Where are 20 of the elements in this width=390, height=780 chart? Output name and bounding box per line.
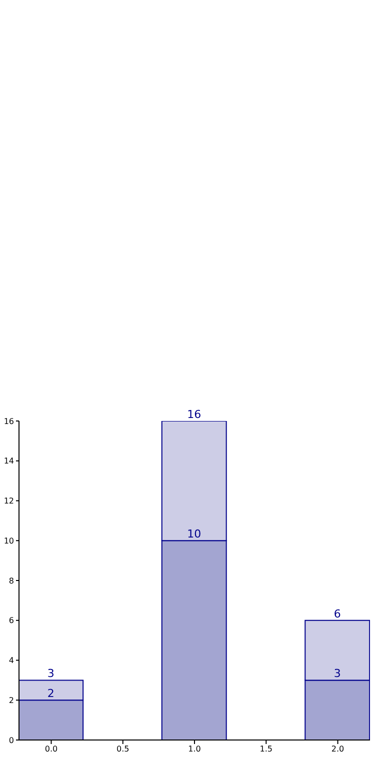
y-tick-label: 2 — [8, 696, 14, 705]
y-tick-label: 14 — [4, 456, 14, 466]
x-tick-label: 1.0 — [188, 744, 201, 754]
total-label: 3 — [47, 667, 54, 680]
y-tick-label: 12 — [4, 496, 14, 506]
data-label: 10 — [187, 528, 202, 541]
x-tick-label: 0.5 — [116, 744, 130, 754]
x-tick-label: 0.0 — [44, 744, 58, 754]
y-tick-label: 0 — [8, 736, 14, 745]
data-label: 3 — [334, 667, 341, 680]
y-tick-label: 6 — [8, 616, 14, 626]
data-label: 2 — [47, 687, 54, 700]
y-tick-label: 16 — [4, 416, 14, 426]
total-label: 6 — [334, 607, 341, 620]
y-tick-label: 4 — [8, 656, 14, 666]
x-tick-label: 1.5 — [260, 744, 272, 754]
y-tick-label: 10 — [4, 536, 14, 546]
total-label: 16 — [187, 408, 202, 421]
y-tick-label: 8 — [8, 576, 14, 586]
x-tick-label: 2.0 — [331, 744, 344, 754]
